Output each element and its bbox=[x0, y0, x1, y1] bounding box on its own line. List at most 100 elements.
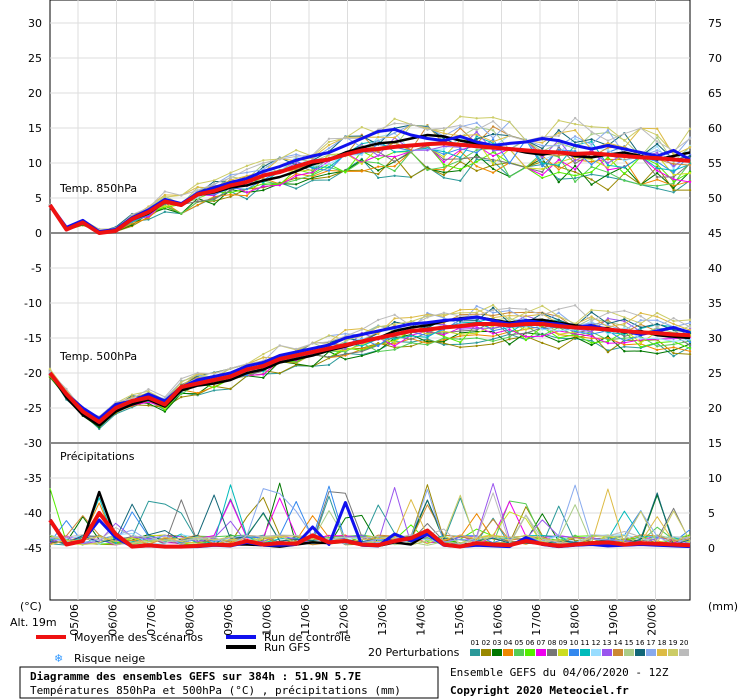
pert-t850-line-point bbox=[229, 191, 232, 194]
pert-t850-line-point bbox=[262, 165, 265, 169]
right-tick-label: 35 bbox=[708, 297, 722, 310]
pert-t850-line-point bbox=[557, 168, 560, 171]
right-tick-label: 25 bbox=[708, 367, 722, 380]
pert-swatch bbox=[569, 649, 579, 656]
pert-t850-line-point bbox=[262, 161, 265, 165]
pert-t500-line-point bbox=[377, 350, 380, 353]
pert-t850-line-point bbox=[426, 128, 429, 131]
pert-t850-line-point bbox=[590, 160, 593, 163]
plot-frame bbox=[49, 0, 691, 601]
pert-t500-line-point bbox=[655, 322, 659, 326]
pert-t850-line-point bbox=[212, 182, 216, 186]
x-tick-label: 09/06 bbox=[222, 604, 235, 636]
pert-t850-line-point bbox=[557, 171, 560, 174]
pert-t500-line-point bbox=[491, 329, 495, 333]
pert-t850-line-point bbox=[573, 168, 577, 171]
pert-t850-line-point bbox=[294, 148, 298, 152]
pert-t500-line-point bbox=[508, 333, 511, 336]
pert-t850-line-point bbox=[245, 171, 249, 174]
pert-t500-line-point bbox=[672, 322, 675, 326]
pert-t500-line-point bbox=[459, 332, 462, 336]
pert-t500-line-point bbox=[475, 331, 478, 335]
pert-t500-line-point bbox=[590, 315, 593, 318]
pert-t850-line-point bbox=[541, 159, 544, 162]
pert-number: 01 bbox=[471, 639, 480, 647]
pert-t850-line-point bbox=[655, 142, 659, 146]
pert-t500-line-point bbox=[623, 335, 626, 338]
pert-t850-line-point bbox=[294, 155, 298, 158]
pert-t850-line-point bbox=[212, 179, 216, 182]
pert-t850-line-point bbox=[590, 170, 593, 174]
pert-t500-line-point bbox=[442, 340, 446, 343]
altitude-label: Alt. 19m bbox=[10, 616, 57, 629]
pert-t850-line-point bbox=[327, 175, 331, 179]
pert-t500-line-point bbox=[672, 343, 675, 346]
pert-t500-line-point bbox=[508, 328, 511, 331]
pert-t850-line-point bbox=[672, 162, 675, 166]
pert-t850-line-point bbox=[491, 120, 495, 123]
pert-t850-line-point bbox=[672, 164, 675, 168]
pert-t500-line-point bbox=[442, 341, 446, 345]
pert-t500-line-point bbox=[639, 349, 642, 353]
main-series-lines bbox=[48, 127, 691, 549]
pert-t850-line-point bbox=[655, 151, 659, 155]
pert-t850-line-point bbox=[475, 156, 478, 159]
pert-t500-line-point bbox=[524, 311, 528, 314]
pert-t850-line-point bbox=[327, 172, 331, 175]
pert-t500-line-point bbox=[459, 342, 462, 346]
pert-t850-line-point bbox=[491, 116, 495, 119]
pert-t500-line-point bbox=[655, 319, 659, 322]
pert-t850-line-point bbox=[590, 183, 593, 186]
pert-t500-line-point bbox=[524, 331, 528, 335]
legend-label-mean: Moyenne des scénarios bbox=[74, 631, 203, 644]
right-tick-label: 15 bbox=[708, 437, 722, 450]
pert-t850-line-point bbox=[541, 147, 544, 150]
pert-t850-line-point bbox=[688, 155, 692, 158]
pert-t850-line-point bbox=[442, 150, 446, 153]
pert-t850-line-point bbox=[623, 159, 626, 162]
pert-t500-line-point bbox=[426, 335, 429, 339]
pert-t850-line-point bbox=[672, 188, 675, 192]
left-tick-label: 20 bbox=[28, 87, 42, 100]
pert-t500-line-point bbox=[606, 331, 610, 334]
pert-t850-line-point bbox=[229, 195, 232, 198]
pert-number: 15 bbox=[625, 639, 634, 647]
pert-t500-line-point bbox=[475, 311, 478, 314]
series-0-t500-line bbox=[48, 322, 691, 424]
pert-t500-line-point bbox=[360, 354, 363, 358]
pert-t500-line-point bbox=[212, 386, 216, 389]
pert-t850-line-point bbox=[245, 187, 249, 191]
pert-t500-line-point bbox=[442, 333, 446, 336]
footer-box bbox=[19, 666, 439, 699]
pert-t500-line-point bbox=[491, 337, 495, 341]
pert-swatch bbox=[657, 649, 667, 656]
pert-number: 03 bbox=[493, 639, 502, 647]
legend-label-snow: Risque neige bbox=[74, 652, 145, 665]
pert-t500-line-point bbox=[475, 327, 478, 330]
panel-label-precip: Précipitations bbox=[60, 450, 135, 463]
pert-t850-line-point bbox=[475, 160, 478, 163]
pert-t850-line-point bbox=[377, 154, 380, 157]
pert-t850-line-point bbox=[196, 203, 199, 207]
pert-t850-line-point bbox=[557, 154, 560, 157]
pert-t850-line-point bbox=[672, 184, 675, 187]
pert-t500-line-point bbox=[508, 307, 511, 310]
pert-t500-line-point bbox=[278, 344, 281, 347]
pert-t850-line-point bbox=[655, 149, 659, 152]
pert-t850-line bbox=[49, 124, 691, 233]
pert-t850-line-point bbox=[442, 160, 446, 164]
pert-t850-line-point bbox=[623, 179, 626, 182]
pert-t500-line-point bbox=[180, 377, 183, 380]
pert-t500-line-point bbox=[688, 350, 692, 353]
pert-t500-line-point bbox=[327, 355, 331, 359]
pert-t850-line-point bbox=[573, 122, 577, 126]
pert-t850-line-point bbox=[573, 129, 577, 132]
pert-t500-line-point bbox=[639, 326, 642, 329]
pert-t850-line-point bbox=[557, 178, 560, 181]
pert-t850-line-point bbox=[426, 149, 429, 152]
pert-t500-line-point bbox=[212, 372, 216, 376]
pert-t850-line-point bbox=[557, 119, 560, 122]
pert-swatch bbox=[492, 649, 502, 656]
pert-t850-line-point bbox=[245, 194, 249, 197]
panel-label-t850: Temp. 850hPa bbox=[59, 182, 137, 195]
